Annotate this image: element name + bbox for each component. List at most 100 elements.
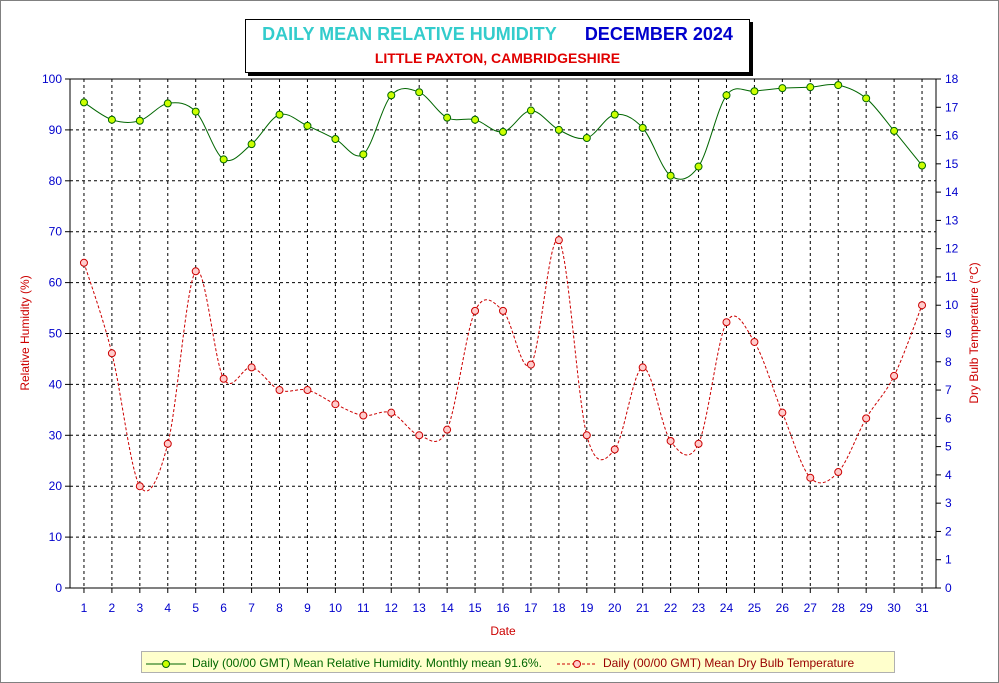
x-tick-label: 27 (804, 601, 818, 615)
humidity-point (135, 116, 144, 125)
tick-labels: 0102030405060708090100012345678910111213… (42, 72, 959, 615)
x-tick-label: 9 (304, 601, 311, 615)
chart-subtitle: LITTLE PAXTON, CAMBRIDGESHIRE (374, 50, 621, 66)
temperature-point (107, 349, 116, 358)
x-tick-label: 29 (859, 601, 873, 615)
y-tick-label: 70 (49, 225, 63, 239)
humidity-point (834, 81, 843, 90)
temperature-point (890, 371, 899, 380)
temperature-point (359, 411, 368, 420)
x-tick-label: 5 (192, 601, 199, 615)
x-tick-label: 21 (636, 601, 650, 615)
y2-tick-label: 2 (945, 524, 952, 538)
y2-tick-label: 11 (945, 270, 958, 284)
y2-tick-label: 3 (945, 496, 952, 510)
humidity-point (862, 94, 871, 103)
temperature-point (806, 473, 815, 482)
humidity-point (582, 134, 591, 143)
humidity-legend-marker-icon (146, 659, 186, 668)
humidity-point (79, 98, 88, 107)
temperature-point (918, 301, 927, 310)
x-tick-label: 16 (496, 601, 510, 615)
humidity-point (303, 121, 312, 130)
y-tick-label: 20 (49, 479, 63, 493)
y2-tick-label: 8 (945, 355, 952, 369)
y-tick-label: 50 (49, 327, 63, 341)
x-tick-label: 11 (357, 601, 370, 615)
x-tick-label: 18 (552, 601, 566, 615)
legend: Daily (00/00 GMT) Mean Relative Humidity… (141, 651, 895, 673)
y2-tick-label: 4 (945, 468, 952, 482)
y2-tick-label: 1 (945, 553, 952, 567)
temperature-point (331, 400, 340, 409)
temperature-point (303, 386, 312, 395)
temperature-point (750, 337, 759, 346)
temperature-point (275, 386, 284, 395)
humidity-point (666, 171, 675, 180)
temperature-point (191, 267, 200, 276)
legend-humidity-label: Daily (00/00 GMT) Mean Relative Humidity… (192, 656, 542, 670)
y2-tick-label: 6 (945, 411, 952, 425)
y-axis-label: Relative Humidity (%) (18, 275, 32, 390)
humidity-point (387, 91, 396, 100)
temperature-point (554, 236, 563, 245)
temperature-point (247, 363, 256, 372)
temperature-point (387, 408, 396, 417)
humidity-point (610, 110, 619, 119)
humidity-point (638, 123, 647, 132)
x-tick-label: 31 (915, 601, 929, 615)
y-tick-label: 80 (49, 174, 63, 188)
humidity-point (247, 140, 256, 149)
temperature-point (638, 363, 647, 372)
x-tick-label: 6 (220, 601, 227, 615)
x-tick-label: 25 (748, 601, 762, 615)
y2-tick-label: 15 (945, 157, 959, 171)
temperature-point (471, 306, 480, 315)
humidity-point (499, 127, 507, 136)
y-tick-label: 0 (55, 581, 62, 595)
x-tick-label: 2 (109, 601, 116, 615)
y-tick-label: 40 (49, 377, 63, 391)
temperature-point (526, 360, 535, 369)
humidity-point (415, 88, 424, 97)
x-tick-label: 24 (720, 601, 734, 615)
humidity-point (694, 162, 703, 171)
humidity-point (778, 84, 787, 93)
x-tick-label: 10 (329, 601, 343, 615)
plot-border (69, 78, 937, 589)
x-axis-label: Date (490, 624, 516, 638)
temperature-point (722, 318, 731, 327)
chart-title: DAILY MEAN RELATIVE HUMIDITY DECEMBER 202… (246, 24, 749, 45)
temperature-point (778, 408, 787, 417)
y2-tick-label: 7 (945, 383, 952, 397)
humidity-point (107, 115, 116, 124)
legend-item-temperature: Daily (00/00 GMT) Mean Dry Bulb Temperat… (557, 655, 854, 671)
y2-tick-label: 12 (945, 242, 959, 256)
temperature-point (610, 445, 619, 454)
temperature-point (862, 414, 871, 423)
y2-tick-label: 0 (945, 581, 952, 595)
x-tick-label: 7 (248, 601, 255, 615)
humidity-point (443, 113, 452, 122)
temperature-point (694, 439, 703, 448)
temperature-legend-marker-icon (557, 659, 597, 668)
x-tick-label: 13 (413, 601, 427, 615)
x-tick-label: 8 (276, 601, 283, 615)
axes (65, 78, 941, 593)
y-tick-label: 100 (42, 72, 62, 86)
x-tick-label: 19 (580, 601, 594, 615)
y2-tick-label: 9 (945, 327, 952, 341)
legend-item-humidity: Daily (00/00 GMT) Mean Relative Humidity… (146, 655, 542, 671)
temperature-point (415, 431, 424, 440)
x-tick-label: 26 (776, 601, 790, 615)
y2-tick-label: 5 (945, 440, 952, 454)
y2-tick-label: 16 (945, 129, 959, 143)
humidity-point (526, 106, 535, 115)
title-text: DAILY MEAN RELATIVE HUMIDITY (262, 24, 557, 44)
humidity-point (219, 155, 228, 164)
x-tick-label: 20 (608, 601, 622, 615)
legend-temperature-label: Daily (00/00 GMT) Mean Dry Bulb Temperat… (603, 656, 855, 670)
x-tick-label: 15 (468, 601, 482, 615)
y2-tick-label: 18 (945, 72, 959, 86)
